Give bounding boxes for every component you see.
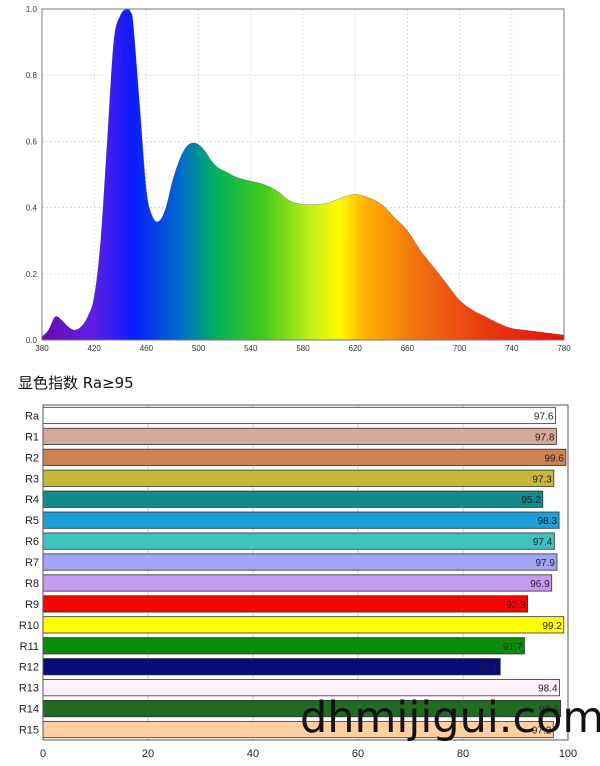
cri-value-label: 97.2 [532,726,552,737]
cri-category-label: R4 [25,494,39,506]
cri-category-label: R15 [19,725,39,737]
spectrum-area [42,8,564,340]
cri-bar-r3 [42,469,555,487]
cri-value-label: 98.3 [538,516,558,527]
cri-value-label: 98.4 [538,684,558,695]
spectrum-x-tick-label: 500 [192,344,206,353]
spectrum-x-tick-label: 460 [140,344,154,353]
cri-value-label: 97.8 [535,432,555,443]
cri-category-label: Ra [25,410,40,422]
cri-category-label: R12 [19,662,39,674]
cri-bar-r11 [42,637,525,655]
cri-bar-r7 [42,553,558,571]
cri-category-label: R2 [25,452,39,464]
cri-value-label: 99.2 [542,621,562,632]
cri-bar-r12 [42,658,501,676]
spectrum-y-tick-label: 0.6 [26,137,38,146]
cri-value-label: 92.3 [506,600,526,611]
cri-heading: 显色指数 Ra≥95 [18,374,134,392]
cri-value-label: 97.4 [533,537,553,548]
cri-category-label: R8 [25,578,39,590]
spectrum-x-tick-label: 700 [453,344,467,353]
cri-bar-r9 [42,595,528,613]
cri-category-label: R11 [20,641,39,653]
cri-x-tick-label: 0 [40,748,46,760]
cri-category-label: R13 [19,683,39,695]
cri-x-tick-label: 20 [142,748,154,760]
cri-x-tick-label: 60 [352,748,364,760]
cri-x-tick-label: 40 [247,748,259,760]
spectrum-x-ticks: 380 420 460 500 540 580 620 660 700 740 780 [35,344,571,353]
cri-bars: Ra 97.6 R1 97.8 R2 99.6 R3 97.3 R4 95.2 R5 98.3 R6 97… [19,406,567,739]
cri-category-label: R1 [25,431,39,443]
cri-bar-r8 [42,574,553,592]
spectrum-y-tick-label: 0.2 [26,270,38,279]
cri-value-label: 87.1 [479,663,499,674]
cri-x-ticks: 0 20 40 60 80 100 [40,748,577,760]
cri-bar-r6 [42,532,555,550]
spectrum-plot-frame [41,8,565,341]
cri-category-label: R5 [25,515,39,527]
spectrum-line [41,8,565,337]
spectrum-y-ticks: 0.0 0.2 0.4 0.6 0.8 1.0 [26,5,38,345]
spectrum-y-tick-label: 0.8 [26,71,38,80]
spectrum-y-tick-label: 0.0 [26,336,38,345]
cri-bar-ra [42,406,556,425]
spectrum-chart: 380 420 460 500 540 580 620 660 700 740 780 0.0 0.2… [26,5,571,353]
spectrum-x-tick-label: 580 [296,344,310,353]
cri-value-label: 97.3 [532,474,552,485]
watermark-text: dhmijigui.com [300,693,600,743]
cri-value-label: 95.2 [521,495,541,506]
cri-category-label: R9 [25,599,39,611]
cri-category-label: R7 [25,557,39,569]
cri-bar-chart: Ra 97.6 R1 97.8 R2 99.6 R3 97.3 R4 95.2 R5 98.3 R6 97… [19,404,577,760]
cri-x-tick-label: 100 [559,748,577,760]
cri-plot-frame [42,404,569,741]
spectrum-x-tick-label: 620 [349,344,363,353]
spectrum-x-tick-label: 780 [557,344,571,353]
cri-value-label: 99.6 [544,453,564,464]
spectrum-x-tick-label: 660 [401,344,415,353]
cri-value-label: 97.6 [534,411,554,422]
cri-bar-r4 [42,490,544,508]
cri-category-label: R6 [25,536,39,548]
cri-value-label: 96.9 [530,579,550,590]
cri-category-label: R14 [19,704,39,716]
spectrum-y-tick-label: 0.4 [26,204,38,213]
cri-bar-r5 [42,511,560,529]
spectrum-x-tick-label: 740 [505,344,519,353]
cri-category-label: R3 [25,473,39,485]
spectrum-x-tick-label: 540 [244,344,258,353]
spectrum-x-tick-label: 380 [35,344,49,353]
cri-value-label: 97.9 [536,558,556,569]
cri-value-label: 98.6 [539,705,559,716]
cri-category-label: R10 [19,620,39,632]
cri-x-tick-label: 80 [457,748,469,760]
spectrum-x-tick-label: 420 [88,344,102,353]
cri-bar-r1 [42,427,557,445]
cri-bar-r10 [42,616,565,634]
spectrum-y-tick-label: 1.0 [26,5,38,14]
cri-bar-r2 [42,448,567,466]
cri-value-label: 91.7 [503,642,523,653]
